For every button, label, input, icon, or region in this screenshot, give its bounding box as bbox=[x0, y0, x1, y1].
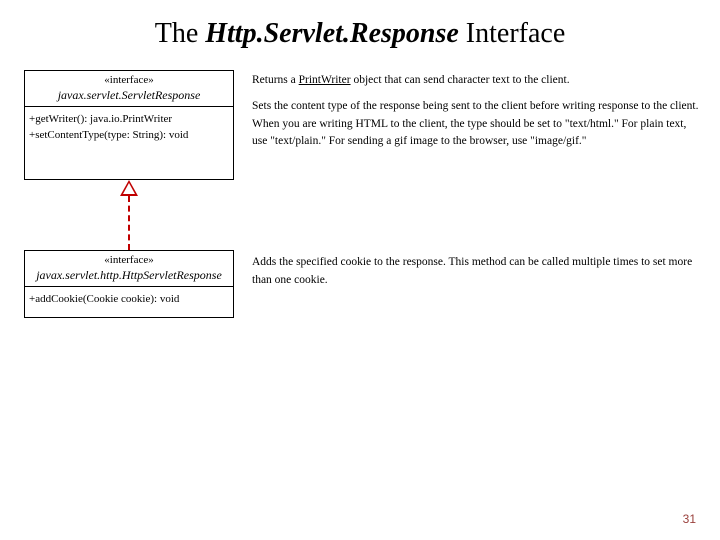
uml2-name: javax.servlet.http.HttpServletResponse bbox=[27, 268, 231, 283]
diagram-content: «interface» javax.servlet.ServletRespons… bbox=[0, 70, 720, 318]
row2-descriptions: Adds the specified cookie to the respons… bbox=[234, 250, 710, 318]
title-mid: Http.Servlet.Response bbox=[205, 18, 459, 49]
page-title: The Http.Servlet.Response Interface bbox=[0, 0, 720, 70]
title-pre: The bbox=[155, 18, 206, 49]
uml1-stereotype: «interface» bbox=[27, 74, 231, 88]
desc1-pre: Returns a bbox=[252, 74, 299, 86]
arrow-stem bbox=[128, 196, 130, 250]
uml2-stereotype: «interface» bbox=[27, 254, 231, 268]
desc-setcontenttype: Sets the content type of the response be… bbox=[234, 98, 710, 151]
desc-addcookie: Adds the specified cookie to the respons… bbox=[234, 250, 710, 290]
desc-getwriter: Returns a PrintWriter object that can se… bbox=[234, 70, 710, 90]
desc1-underlined: PrintWriter bbox=[299, 74, 351, 86]
row-2: «interface» javax.servlet.http.HttpServl… bbox=[24, 250, 710, 318]
uml-box-servletresponse-col: «interface» javax.servlet.ServletRespons… bbox=[24, 70, 234, 180]
uml2-method-addcookie: +addCookie(Cookie cookie): void bbox=[29, 291, 229, 308]
page-number: 31 bbox=[683, 512, 696, 526]
uml1-name: javax.servlet.ServletResponse bbox=[27, 88, 231, 103]
title-post: Interface bbox=[459, 18, 565, 49]
uml-box-httpservletresponse: «interface» javax.servlet.http.HttpServl… bbox=[24, 250, 234, 318]
realization-arrow bbox=[24, 180, 234, 250]
gap-1 bbox=[234, 90, 710, 98]
uml1-method-getwriter: +getWriter(): java.io.PrintWriter bbox=[29, 111, 229, 128]
desc1-post: object that can send character text to t… bbox=[351, 74, 570, 86]
uml1-body: +getWriter(): java.io.PrintWriter +setCo… bbox=[25, 107, 233, 179]
uml2-body: +addCookie(Cookie cookie): void bbox=[25, 287, 233, 317]
arrow-head-icon bbox=[120, 180, 138, 196]
uml1-header: «interface» javax.servlet.ServletRespons… bbox=[25, 71, 233, 107]
row1-descriptions: Returns a PrintWriter object that can se… bbox=[234, 70, 710, 151]
uml1-method-setcontenttype: +setContentType(type: String): void bbox=[29, 127, 229, 144]
uml-box-httpservletresponse-col: «interface» javax.servlet.http.HttpServl… bbox=[24, 250, 234, 318]
uml2-header: «interface» javax.servlet.http.HttpServl… bbox=[25, 251, 233, 287]
uml-box-servletresponse: «interface» javax.servlet.ServletRespons… bbox=[24, 70, 234, 180]
row-1: «interface» javax.servlet.ServletRespons… bbox=[24, 70, 710, 180]
